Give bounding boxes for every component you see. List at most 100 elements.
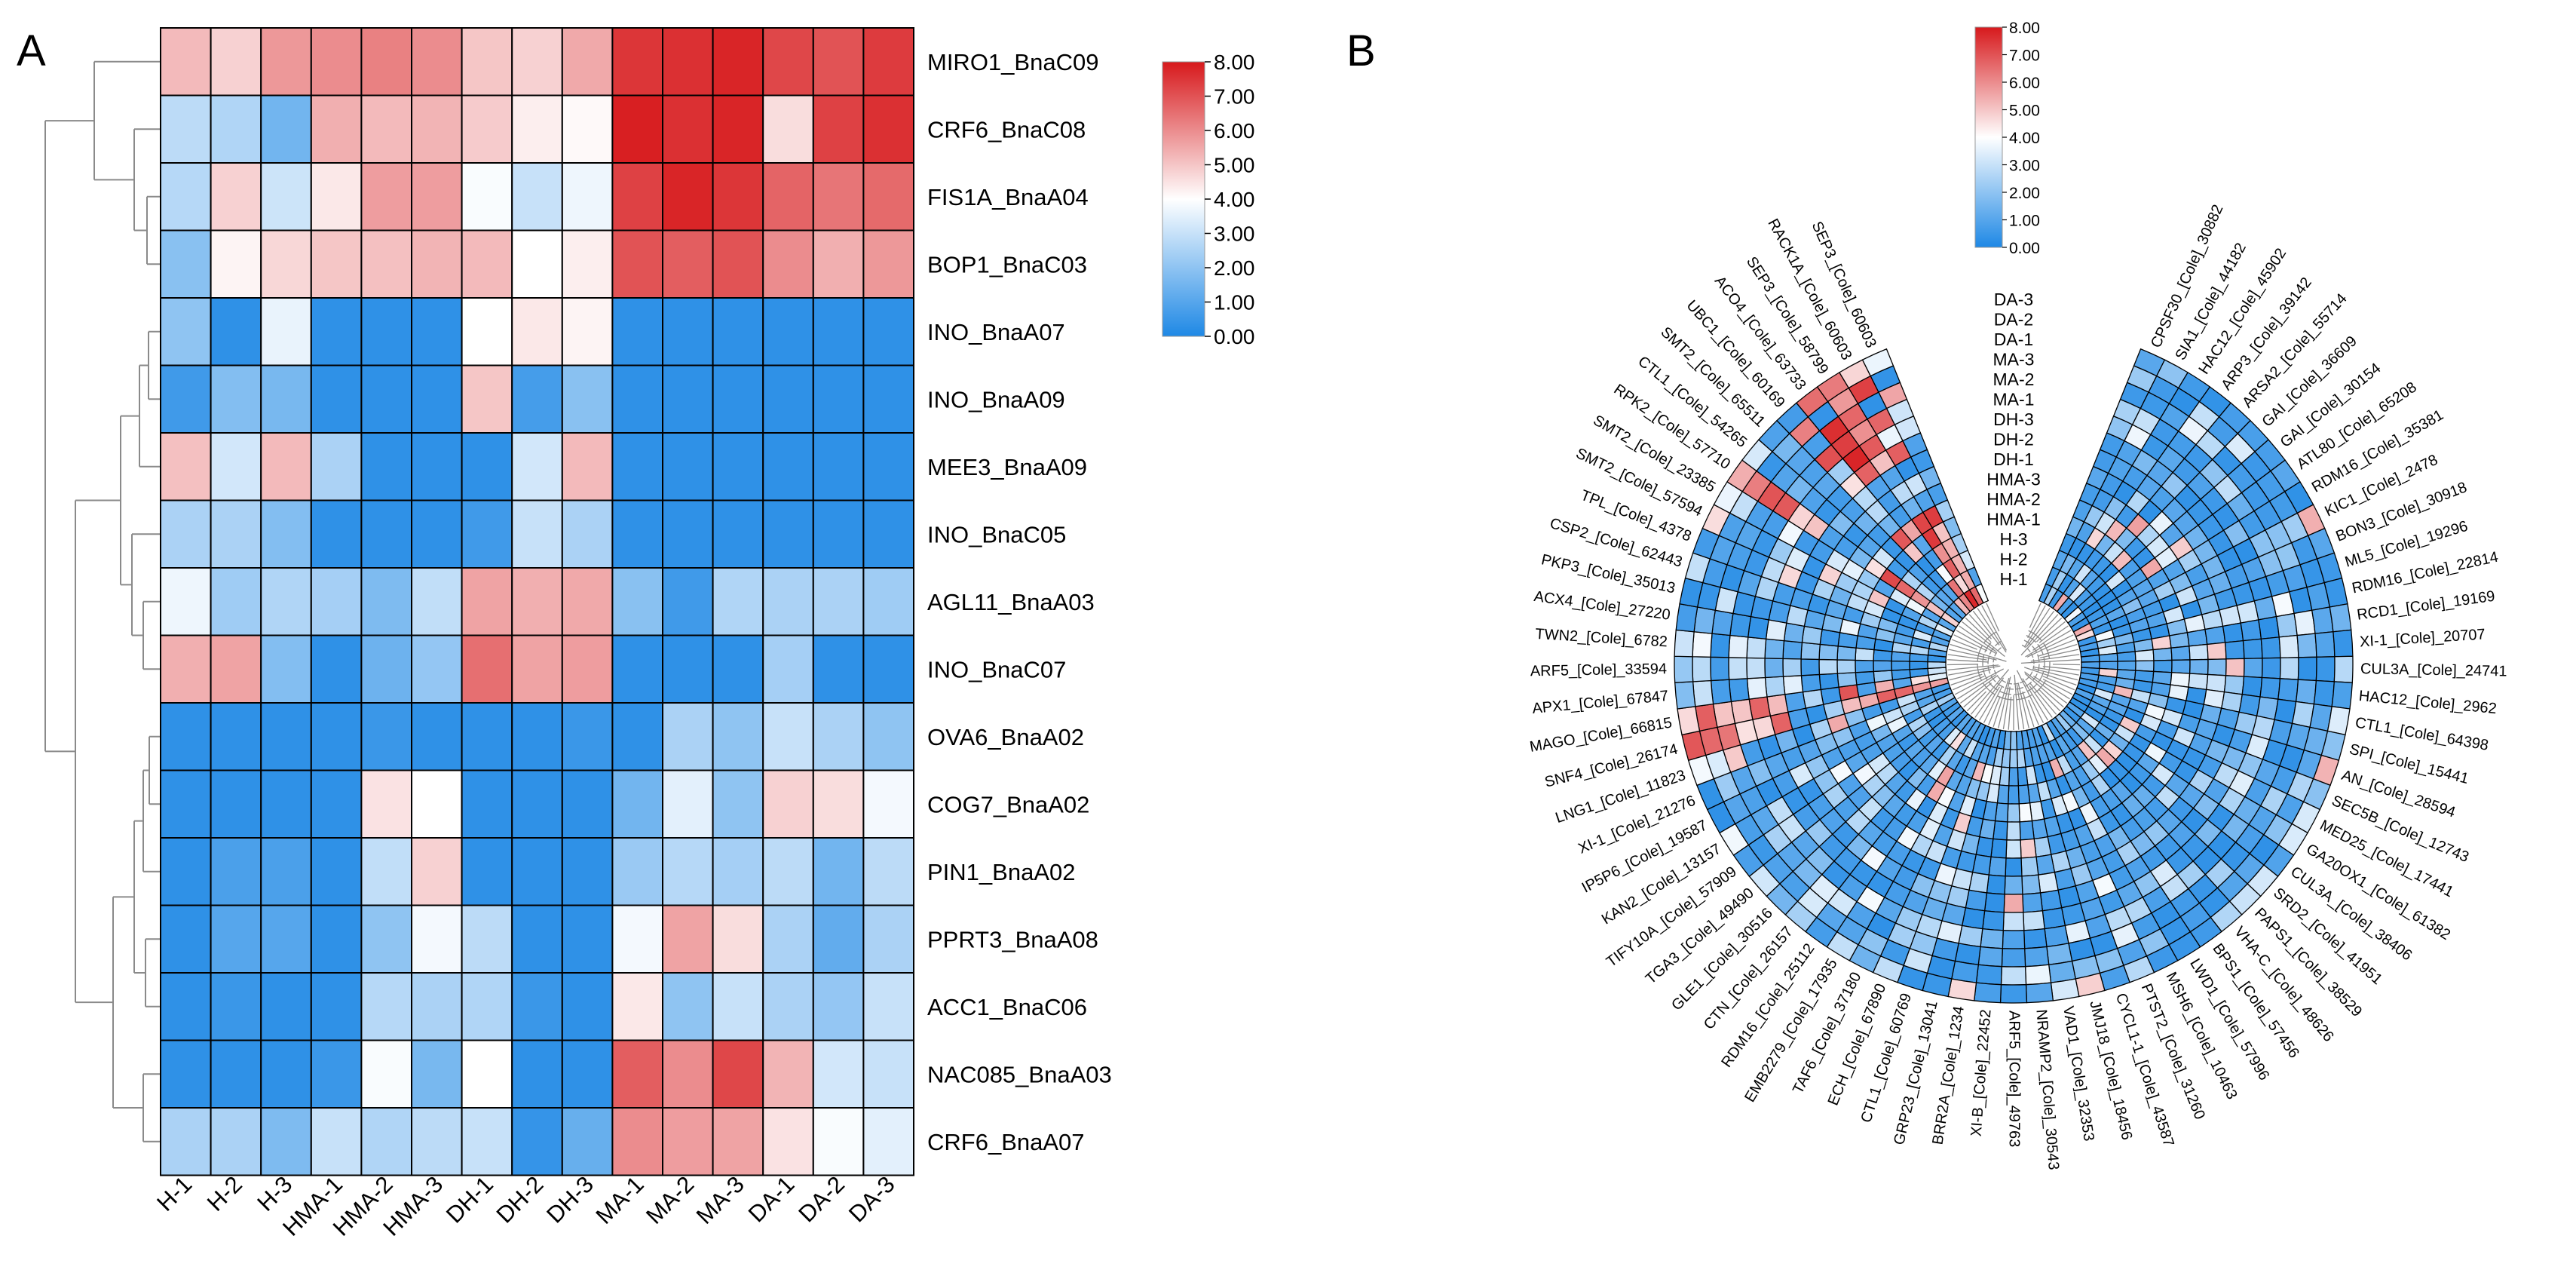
circular-cell <box>1891 669 1911 681</box>
heatmap-cell <box>160 162 212 232</box>
ring-label: H-1 <box>1999 569 2027 589</box>
row-label: MIRO1_BnaC09 <box>927 49 1098 75</box>
gene-label: XI-B_[Cole]_22452 <box>1968 1009 1995 1137</box>
heatmap-cell <box>812 94 865 164</box>
heatmap-cell <box>210 634 262 704</box>
tree-branch <box>1993 670 1997 675</box>
heatmap-cell <box>310 499 363 569</box>
circular-cell <box>2333 655 2354 683</box>
circular-cell <box>2314 631 2336 658</box>
heatmap-cell <box>210 567 262 636</box>
heatmap-cell <box>561 972 614 1041</box>
tree-branch <box>1989 647 1995 655</box>
circular-cell <box>2223 675 2245 695</box>
heatmap-cell <box>762 432 814 501</box>
heatmap-cell <box>862 837 915 906</box>
heatmap-cell <box>561 769 614 839</box>
heatmap-cell <box>310 837 363 906</box>
circular-cell <box>1766 694 1789 717</box>
heatmap-cell <box>260 162 312 232</box>
heatmap-cell <box>611 1039 664 1109</box>
heatmap-cell <box>210 769 262 839</box>
tree-branch <box>2015 686 2024 690</box>
heatmap-cell <box>611 634 664 704</box>
heatmap-cell <box>611 432 664 501</box>
tree-branch <box>2023 639 2032 646</box>
heatmap-cell <box>461 364 513 434</box>
circular-cell <box>1873 670 1894 683</box>
heatmap-cell <box>210 1039 262 1109</box>
ring-label: MA-3 <box>1993 350 2035 370</box>
heatmap-cell <box>210 297 262 367</box>
circular-cell <box>2006 821 2021 841</box>
circular-cell <box>2004 876 2023 895</box>
circular-cell <box>1782 639 1803 660</box>
tree-branch <box>1947 664 1999 670</box>
column-label: DA-2 <box>793 1171 850 1228</box>
colorbar-tick-label: 3.00 <box>2009 158 2040 175</box>
heatmap-cell <box>160 837 212 906</box>
heatmap-cell <box>862 1039 915 1109</box>
circular-cell <box>2017 784 2031 805</box>
circular-cell <box>1999 984 2028 1004</box>
heatmap-cell <box>360 702 412 771</box>
tree-branch <box>2017 682 2029 728</box>
tree-branch <box>1959 674 1999 704</box>
colorbar-tick-label: 2.00 <box>1214 256 1255 280</box>
circular-cell <box>1746 636 1767 659</box>
heatmap-cell <box>461 229 513 299</box>
heatmap-cell <box>862 499 915 569</box>
heatmap-cell <box>511 27 563 97</box>
heatmap-cell <box>812 837 865 906</box>
circular-cell <box>2260 636 2281 659</box>
circular-cell <box>2019 820 2035 841</box>
tree-branch <box>2013 692 2026 695</box>
tree-branch <box>2042 675 2075 691</box>
tree-branch <box>2028 630 2042 642</box>
heatmap-cell <box>160 229 212 299</box>
tree-branch <box>1987 655 1990 664</box>
ring-label: DA-1 <box>1994 330 2033 349</box>
ring-label: HMA-2 <box>1986 489 2041 509</box>
gene-label: TWN2_[Cole]_6782 <box>1535 626 1668 651</box>
heatmap-cell <box>712 229 764 299</box>
heatmap-cell <box>662 1039 714 1109</box>
heatmap-cell <box>812 297 865 367</box>
heatmap-cell <box>712 499 764 569</box>
tree-branch <box>2029 671 2033 676</box>
heatmap-cell <box>762 229 814 299</box>
heatmap-cell <box>712 297 764 367</box>
heatmap-cell <box>461 1107 513 1176</box>
colorbar-a: 0.00 1.00 2.00 3.00 4.00 5.00 6.00 7.00 8.00 <box>1162 51 1255 348</box>
circular-cell <box>1891 660 1910 671</box>
heatmap-cell <box>662 229 714 299</box>
circular-cell <box>1986 874 2006 895</box>
circular-cell <box>1674 655 1694 683</box>
heatmap-cell <box>662 1107 714 1176</box>
heatmap-cell <box>360 27 412 97</box>
heatmap-cell <box>561 162 614 232</box>
circular-cell <box>2003 894 2024 913</box>
heatmap-cell <box>461 972 513 1041</box>
colorbar-tick-label: 5.00 <box>2009 103 2040 120</box>
circular-cell <box>1800 658 1821 676</box>
heatmap-cell <box>411 1039 463 1109</box>
heatmap-cell <box>511 94 563 164</box>
tree-branch <box>2007 682 2012 685</box>
tree-branch <box>1959 625 1997 652</box>
heatmap-cell <box>461 94 513 164</box>
tree-branch <box>2021 644 2026 649</box>
circular-cell <box>1784 691 1807 713</box>
heatmap-cell <box>712 837 764 906</box>
heatmap-cell <box>511 499 563 569</box>
heatmap-cell <box>662 634 714 704</box>
ring-label: H-3 <box>1999 529 2027 549</box>
circular-cell <box>1982 910 2005 931</box>
heatmap-cell <box>411 904 463 974</box>
tree-branch <box>2032 665 2035 670</box>
colorbar-tick-label: 0.00 <box>1214 325 1255 348</box>
tree-branch <box>2013 682 2019 685</box>
tree-branch <box>2032 659 2035 664</box>
ring-label: MA-1 <box>1993 390 2035 409</box>
colorbar-tick-label: 0.00 <box>2009 240 2040 257</box>
